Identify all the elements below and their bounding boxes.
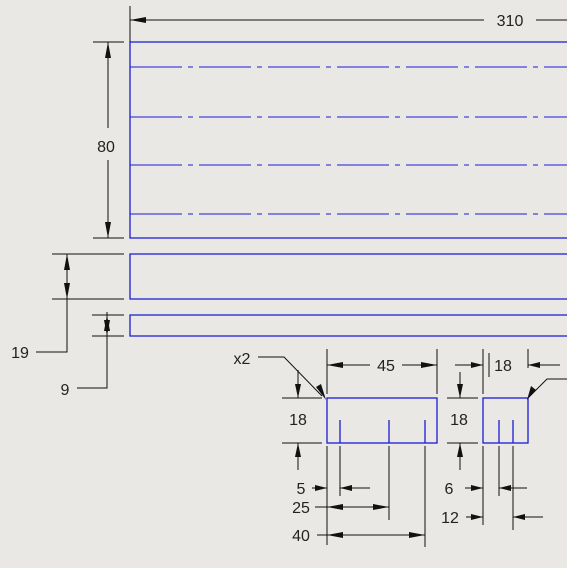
dim-middle-height: 19 bbox=[9, 253, 124, 362]
slot-detail-left bbox=[326, 397, 438, 444]
dim-text-6: 6 bbox=[445, 481, 454, 498]
dim-text-25: 25 bbox=[292, 500, 310, 517]
dim-bottom-height: 9 bbox=[58, 312, 124, 399]
dim-text-9: 9 bbox=[61, 382, 70, 399]
dim-text-18-right: 18 bbox=[450, 412, 468, 429]
dim-top-height: 80 bbox=[93, 41, 124, 239]
dim-slot-positions-right: 6 12 bbox=[439, 446, 543, 530]
dim-slot-width-right: 18 bbox=[455, 349, 560, 394]
dim-quantity-leader: x2 bbox=[231, 351, 567, 400]
dim-slot-width-left: 45 bbox=[326, 349, 438, 394]
dim-slot-height-left: 18 bbox=[282, 370, 322, 470]
dim-text-45: 45 bbox=[377, 358, 395, 375]
bottom-strip bbox=[129, 314, 567, 337]
dim-text-18-left: 18 bbox=[289, 412, 307, 429]
dim-text-12: 12 bbox=[441, 510, 459, 527]
dim-text-40: 40 bbox=[292, 528, 310, 545]
dim-text-19: 19 bbox=[11, 345, 29, 362]
dim-text-310: 310 bbox=[497, 13, 524, 30]
dim-text-18-top: 18 bbox=[494, 358, 512, 375]
quantity-note: x2 bbox=[234, 351, 251, 368]
slot-detail-right bbox=[482, 397, 529, 444]
middle-strip bbox=[129, 253, 567, 300]
dim-slot-height-right: 18 bbox=[447, 372, 478, 470]
top-plate bbox=[129, 41, 567, 239]
dim-text-5: 5 bbox=[297, 481, 306, 498]
dim-overall-length: 310 bbox=[129, 6, 567, 42]
dim-text-80: 80 bbox=[97, 139, 115, 156]
dim-slot-positions-left: 5 25 40 bbox=[290, 446, 426, 547]
